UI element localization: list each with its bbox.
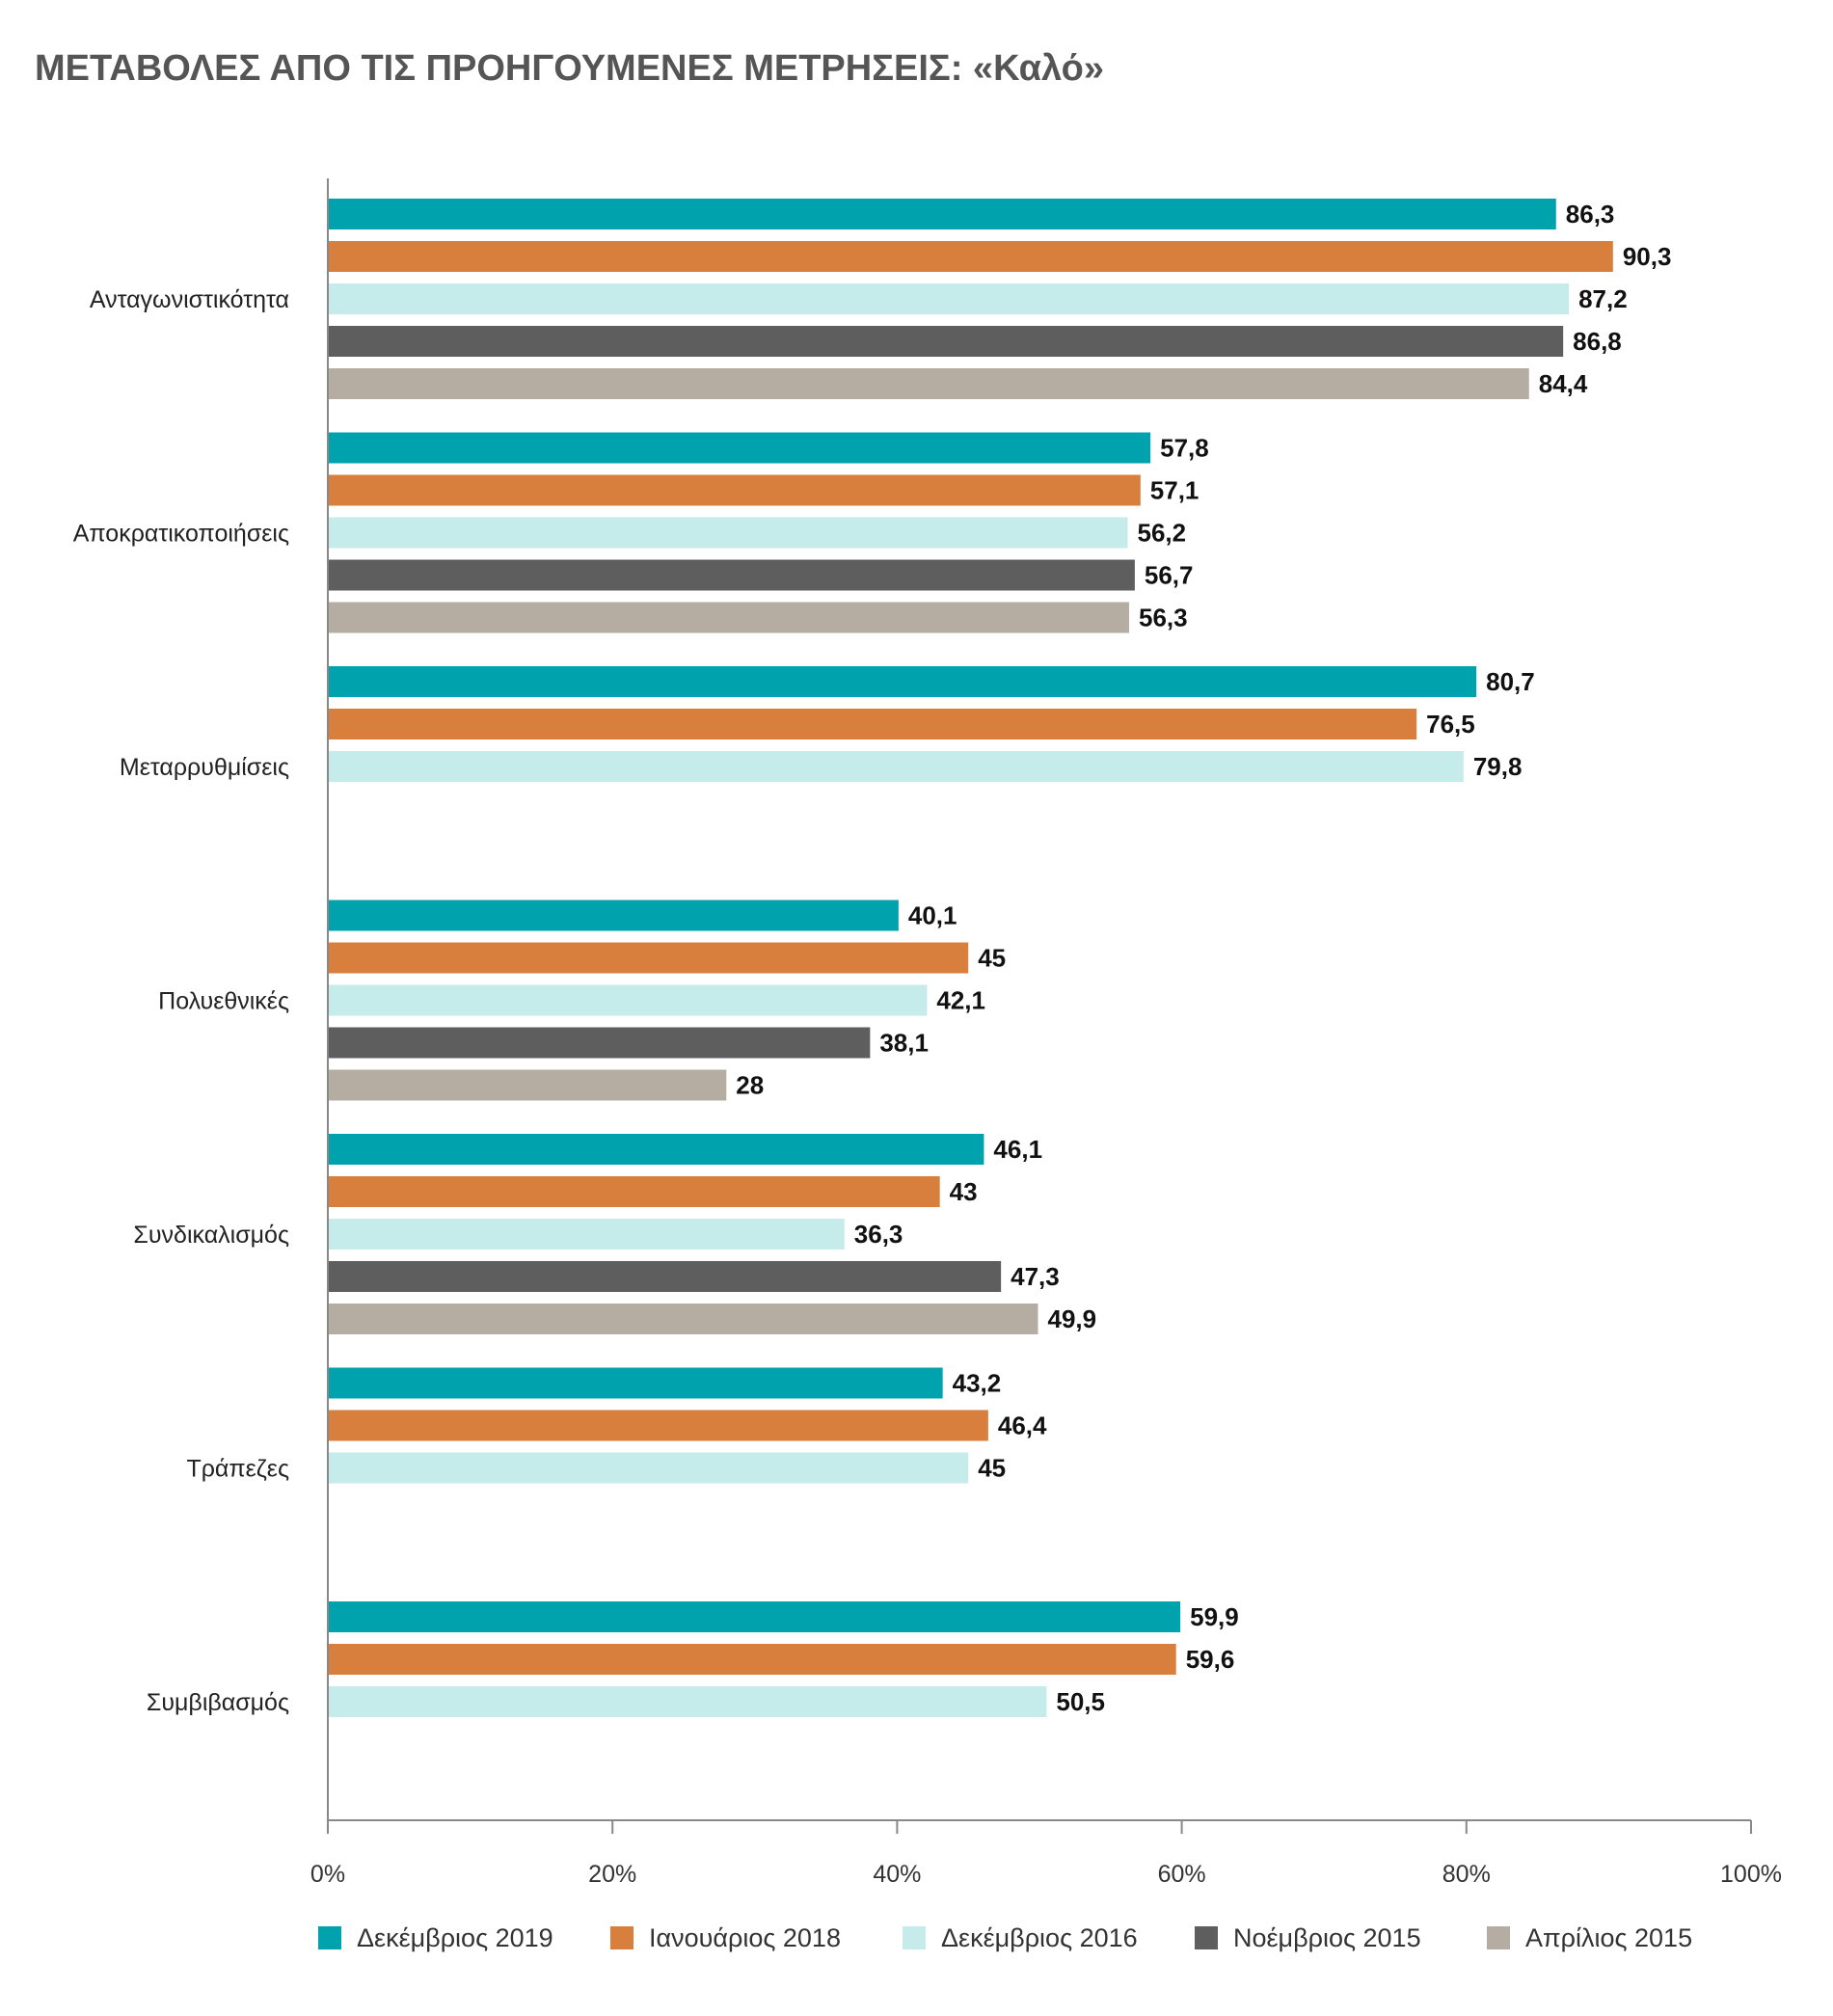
chart-title: ΜΕΤΑΒΟΛΕΣ ΑΠΟ ΤΙΣ ΠΡΟΗΓΟΥΜΕΝΕΣ ΜΕΤΡΗΣΕΙΣ… — [35, 48, 1105, 89]
bar-value-label: 56,2 — [1138, 519, 1187, 548]
bar — [329, 517, 1128, 549]
bar-value-label: 40,1 — [908, 901, 957, 930]
bar — [329, 1069, 727, 1101]
bar-value-label: 47,3 — [1011, 1262, 1060, 1291]
legend-swatch — [903, 1926, 926, 1949]
bar — [329, 942, 969, 974]
category-label: Τράπεζες — [186, 1456, 289, 1483]
bar-value-label: 36,3 — [854, 1220, 903, 1249]
bar — [329, 1367, 943, 1399]
bar-value-label: 59,9 — [1190, 1602, 1239, 1631]
legend-swatch — [1487, 1926, 1510, 1949]
bar — [329, 474, 1141, 506]
x-tick-label: 80% — [1442, 1861, 1491, 1888]
bar — [329, 1686, 1047, 1717]
bar-value-label: 43,2 — [953, 1369, 1002, 1398]
legend-label: Απρίλιος 2015 — [1525, 1923, 1692, 1952]
bar — [329, 709, 1417, 739]
x-tick-label: 40% — [873, 1861, 921, 1888]
bar-value-label: 57,8 — [1160, 434, 1209, 463]
category-label: Συμβιβασμός — [147, 1689, 289, 1716]
category-label: Πολυεθνικές — [158, 988, 289, 1015]
x-tick-label: 100% — [1720, 1861, 1782, 1888]
bar-value-label: 90,3 — [1623, 242, 1672, 271]
bar — [329, 559, 1135, 591]
bar-value-label: 79,8 — [1473, 752, 1523, 781]
legend-swatch — [318, 1926, 341, 1949]
bar — [329, 1219, 845, 1250]
bar — [329, 751, 1464, 782]
category-label: Ανταγωνιστικότητα — [90, 286, 289, 313]
bar-value-label: 56,7 — [1145, 561, 1194, 590]
bar — [329, 1027, 871, 1059]
bar — [329, 283, 1570, 314]
bar — [329, 1134, 984, 1165]
bar-value-label: 50,5 — [1056, 1687, 1105, 1716]
x-tick-label: 20% — [588, 1861, 636, 1888]
bar — [329, 1261, 1002, 1292]
legend-label: Ιανουάριος 2018 — [649, 1923, 841, 1952]
bar — [329, 1452, 969, 1484]
bar — [329, 1176, 940, 1207]
bar — [329, 241, 1613, 272]
category-label: Μεταρρυθμίσεις — [120, 754, 289, 781]
x-tick-label: 0% — [310, 1861, 345, 1888]
bar — [329, 1601, 1181, 1632]
legend-label: Νοέμβριος 2015 — [1233, 1923, 1421, 1952]
category-label: Συνδικαλισμός — [133, 1222, 289, 1249]
bar — [329, 199, 1556, 229]
bar — [329, 368, 1529, 399]
legend-swatch — [1195, 1926, 1218, 1949]
x-tick-label: 60% — [1158, 1861, 1206, 1888]
bar-value-label: 45 — [978, 944, 1006, 973]
bar — [329, 432, 1151, 464]
bar — [329, 602, 1129, 633]
bar-value-label: 56,3 — [1139, 604, 1188, 632]
bar — [329, 1644, 1176, 1675]
bar — [329, 326, 1564, 357]
bar-value-label: 49,9 — [1048, 1304, 1097, 1333]
bar-value-label: 84,4 — [1539, 369, 1588, 398]
bar-value-label: 43 — [950, 1177, 978, 1206]
bar-value-label: 57,1 — [1150, 476, 1200, 505]
bar-value-label: 46,4 — [998, 1411, 1047, 1440]
bar — [329, 1410, 988, 1441]
bar — [329, 984, 928, 1016]
legend-label: Δεκέμβριος 2019 — [357, 1923, 553, 1952]
category-label: Αποκρατικοποιήσεις — [73, 521, 289, 548]
bar-value-label: 86,8 — [1573, 327, 1622, 356]
bar-value-label: 86,3 — [1566, 200, 1615, 228]
bar — [329, 666, 1477, 697]
legend-swatch — [610, 1926, 633, 1949]
bar-value-label: 42,1 — [936, 986, 985, 1015]
bar-value-label: 38,1 — [879, 1029, 929, 1058]
bar — [329, 1304, 1038, 1334]
bar-value-label: 80,7 — [1486, 667, 1535, 696]
bar-value-label: 87,2 — [1578, 284, 1628, 313]
bar-value-label: 28 — [736, 1071, 764, 1100]
bar-value-label: 76,5 — [1426, 710, 1475, 739]
bar-value-label: 46,1 — [993, 1135, 1042, 1164]
bar — [329, 900, 899, 931]
bar-value-label: 59,6 — [1186, 1645, 1235, 1674]
legend-label: Δεκέμβριος 2016 — [941, 1923, 1138, 1952]
bar-value-label: 45 — [978, 1454, 1006, 1483]
